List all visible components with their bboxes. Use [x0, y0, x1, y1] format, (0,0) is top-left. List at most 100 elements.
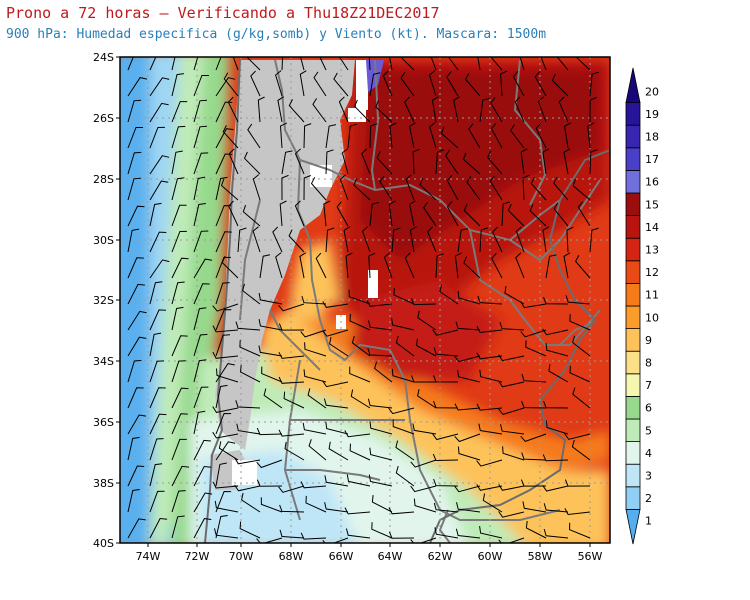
wind-barb	[149, 438, 164, 461]
wind-barb	[569, 314, 591, 331]
wind-barb	[278, 323, 305, 331]
wind-barb	[257, 96, 265, 123]
wind-barb	[454, 403, 481, 411]
lat-label: 36S	[93, 416, 114, 429]
wind-barb	[556, 57, 569, 71]
wind-barb	[577, 201, 591, 227]
wind-barb	[545, 343, 569, 357]
wind-barb	[500, 70, 508, 97]
wind-barb	[348, 289, 371, 305]
wind-barb	[325, 227, 335, 253]
wind-barb	[546, 420, 569, 435]
wind-barb	[325, 421, 349, 435]
wind-barb	[525, 340, 547, 357]
wind-barb	[149, 155, 170, 175]
wind-barb	[431, 96, 439, 123]
wind-barb	[439, 284, 459, 305]
wind-barb	[374, 361, 393, 383]
wind-barb	[127, 414, 147, 435]
wind-barb	[369, 123, 378, 149]
wind-barb	[369, 421, 393, 435]
wind-barb	[463, 256, 481, 279]
wind-barb	[127, 77, 148, 97]
wind-barb	[409, 122, 416, 149]
wind-barb	[149, 77, 170, 97]
wind-barb	[127, 151, 142, 175]
lon-ticks	[147, 543, 591, 547]
wind-barb	[212, 303, 239, 312]
lat-label: 24S	[93, 51, 114, 64]
wind-barb	[325, 149, 334, 175]
wind-barb	[417, 388, 437, 409]
wind-barb	[193, 492, 213, 513]
wind-barb	[410, 485, 437, 493]
lat-label: 28S	[93, 173, 114, 186]
wind-barb	[215, 363, 235, 383]
lat-label: 26S	[93, 112, 114, 125]
wind-barb	[589, 97, 597, 123]
colorbar-label: 14	[645, 221, 659, 234]
wind-barb	[234, 484, 261, 492]
colorbar-label: 13	[645, 244, 659, 257]
colorbar-swatch	[625, 328, 641, 352]
wind-barb	[574, 254, 591, 279]
wind-barb	[218, 441, 239, 461]
wind-barb	[214, 500, 239, 513]
wind-barb	[347, 123, 358, 149]
wind-barb	[299, 252, 307, 279]
wind-barb	[457, 228, 469, 253]
wind-barb	[232, 57, 239, 71]
wind-barb	[220, 178, 239, 201]
wind-barb	[498, 511, 525, 518]
wind-barb	[368, 474, 393, 487]
wind-barb	[193, 465, 212, 487]
wind-barb	[215, 282, 230, 305]
wind-barb	[369, 447, 393, 461]
wind-barb	[491, 252, 503, 279]
wind-barb	[409, 226, 417, 253]
wind-barb	[149, 102, 169, 123]
wind-barb	[565, 295, 591, 305]
wind-barb	[193, 258, 213, 279]
wind-barb	[261, 366, 283, 383]
wind-barbs	[127, 57, 600, 543]
wind-barb	[542, 328, 569, 336]
wind-barb	[294, 148, 305, 175]
wind-barb	[432, 453, 459, 462]
lon-label: 62W	[428, 550, 453, 563]
wind-barb	[477, 57, 481, 71]
wind-barb	[572, 387, 591, 409]
colorbar-label: 11	[645, 289, 659, 302]
wind-barb	[322, 380, 349, 388]
colorbar-label: 4	[645, 447, 652, 460]
wind-barb	[354, 99, 371, 123]
lon-label: 60W	[478, 550, 503, 563]
wind-barb	[193, 386, 209, 409]
wind-barb	[389, 57, 393, 71]
wind-barb	[395, 335, 415, 357]
wind-barb	[515, 226, 525, 253]
wind-barb	[430, 57, 437, 71]
wind-barb	[361, 148, 371, 175]
wind-barb	[410, 537, 437, 543]
wind-barb	[324, 502, 349, 513]
wind-barb	[575, 57, 591, 71]
wind-barb	[278, 303, 305, 312]
wind-barb	[498, 380, 525, 388]
wind-barb	[300, 57, 305, 71]
wind-barb	[453, 96, 460, 123]
wind-barb	[288, 99, 305, 123]
wind-barb	[222, 125, 239, 149]
wind-barb	[127, 489, 140, 513]
wind-barb	[520, 433, 547, 442]
wind-barb	[499, 321, 525, 331]
wind-barb	[383, 252, 393, 279]
colorbar-label: 12	[645, 266, 659, 279]
wind-barb	[258, 345, 283, 357]
wind-barb	[501, 201, 510, 227]
wind-barb	[589, 227, 599, 253]
wind-barb	[242, 204, 261, 227]
wind-barb	[256, 537, 283, 543]
